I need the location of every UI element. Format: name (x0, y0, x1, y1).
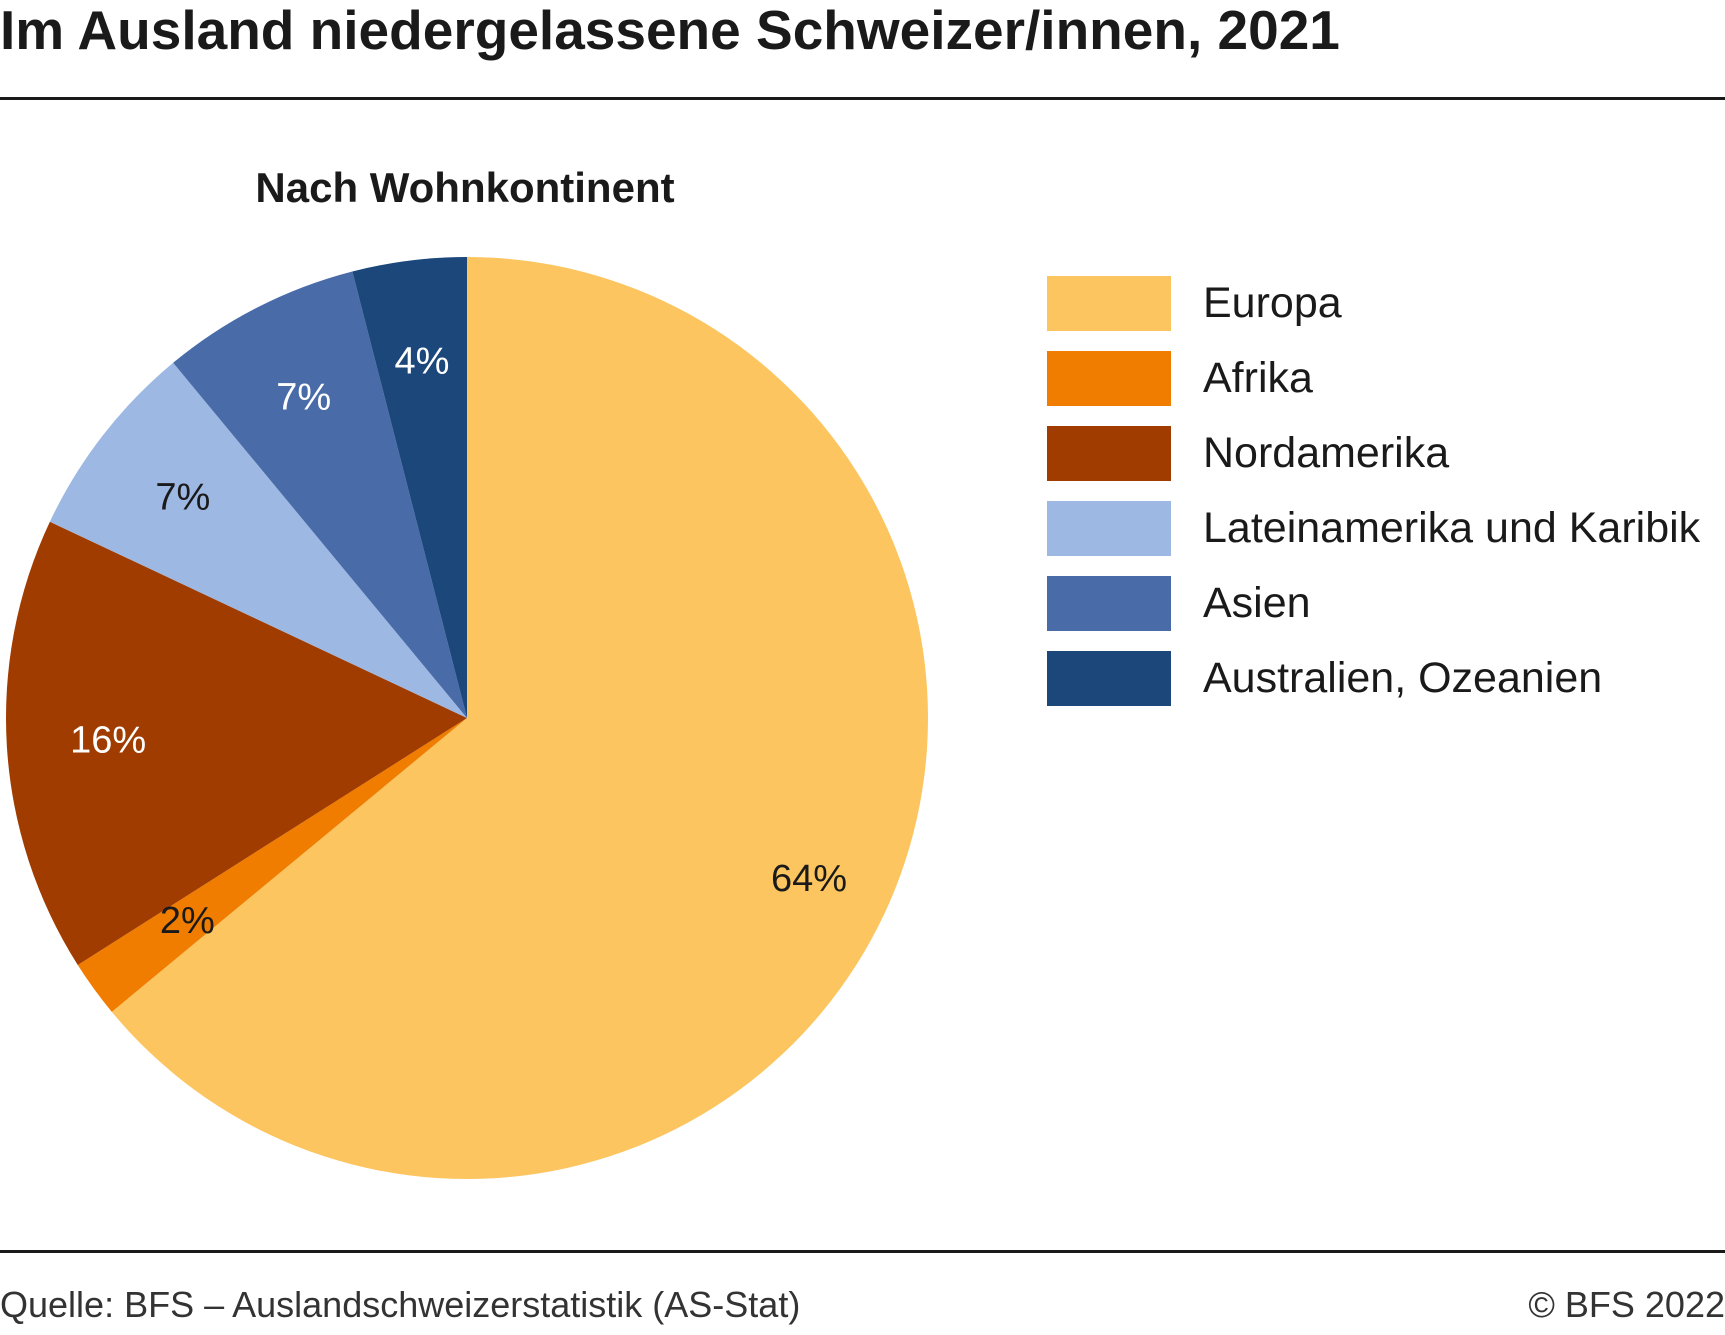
slice-label-europa: 64% (771, 858, 847, 900)
slice-label-nordamerika: 16% (70, 720, 146, 762)
legend-swatch (1047, 501, 1171, 556)
pie-labels: 64% 2% 16% 7% 7% 4% (70, 340, 847, 942)
pie-chart: 64% 2% 16% 7% 7% 4% (5, 257, 928, 1179)
copyright-note: © BFS 2022 (1528, 1284, 1725, 1325)
pie-slice-europa (111, 257, 928, 1179)
legend-swatch (1047, 426, 1171, 481)
legend-swatch (1047, 576, 1171, 631)
legend-swatch (1047, 651, 1171, 706)
legend-item-europa: Europa (1047, 275, 1725, 350)
legend-label: Lateinamerika und Karibik (1203, 504, 1701, 552)
slice-label-australien-ozeanien: 4% (394, 340, 449, 382)
legend-item-nordamerika: Nordamerika (1047, 425, 1725, 500)
pie-slices (5, 257, 928, 1179)
legend-item-australien-ozeanien: Australien, Ozeanien (1047, 650, 1725, 725)
pie-slice-afrika (77, 718, 467, 1012)
legend-item-lateinamerika-und-karibik: Lateinamerika und Karibik (1047, 500, 1725, 575)
slice-label-afrika: 2% (160, 900, 215, 942)
pie-slice-australien-ozeanien (352, 257, 467, 718)
chart-title: Im Ausland niedergelassene Schweizer/inn… (0, 0, 1340, 61)
legend-label: Afrika (1203, 354, 1313, 402)
legend-item-asien: Asien (1047, 575, 1725, 650)
legend-swatch (1047, 351, 1171, 406)
source-note: Quelle: BFS – Auslandschweizerstatistik … (0, 1284, 801, 1325)
bottom-divider (0, 1250, 1725, 1253)
pie-slice-nordamerika (5, 521, 467, 966)
legend-item-afrika: Afrika (1047, 350, 1725, 425)
legend: Europa Afrika Nordamerika Lateinamerika und… (1047, 275, 1725, 725)
legend-swatch (1047, 276, 1171, 331)
pie-slice-asien (173, 271, 468, 718)
top-divider (0, 97, 1725, 100)
slice-label-lateinamerika-und-karibik: 7% (155, 477, 210, 519)
slice-label-asien: 7% (276, 377, 331, 419)
legend-label: Nordamerika (1203, 429, 1450, 477)
legend-label: Asien (1203, 579, 1311, 627)
legend-label: Australien, Ozeanien (1203, 654, 1603, 702)
legend-label: Europa (1203, 279, 1342, 327)
chart-subtitle: Nach Wohnkontinent (255, 164, 675, 211)
pie-slice-lateinamerika-und-karibik (49, 362, 468, 718)
